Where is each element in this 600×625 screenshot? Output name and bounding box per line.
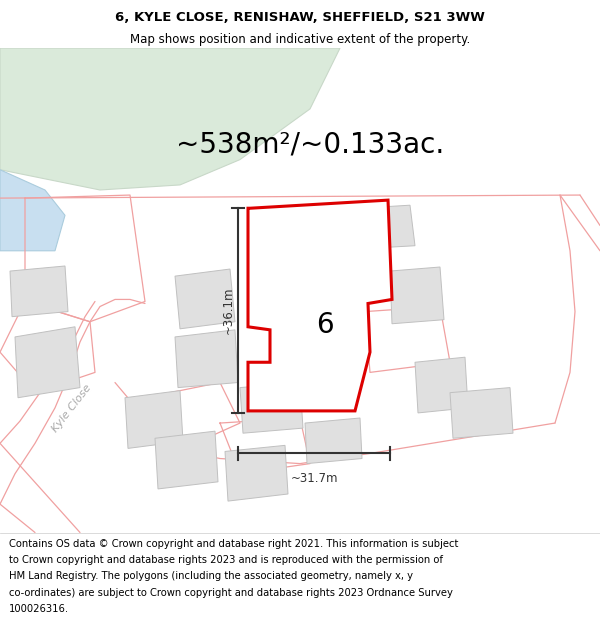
Text: 6: 6 [316,311,334,339]
Text: Map shows position and indicative extent of the property.: Map shows position and indicative extent… [130,32,470,46]
Polygon shape [0,48,340,190]
Polygon shape [175,269,235,329]
Text: Contains OS data © Crown copyright and database right 2021. This information is : Contains OS data © Crown copyright and d… [9,539,458,549]
Polygon shape [240,382,303,433]
Polygon shape [10,266,68,317]
Polygon shape [175,330,238,388]
Polygon shape [360,205,415,249]
Text: ~36.1m: ~36.1m [221,287,235,334]
Text: 100026316.: 100026316. [9,604,69,614]
Text: ~31.7m: ~31.7m [290,472,338,485]
Polygon shape [15,327,80,398]
Polygon shape [415,357,468,413]
Polygon shape [450,388,513,438]
Text: HM Land Registry. The polygons (including the associated geometry, namely x, y: HM Land Registry. The polygons (includin… [9,571,413,581]
Polygon shape [155,431,218,489]
Polygon shape [255,205,315,254]
Polygon shape [225,446,288,501]
Text: Kyle Close: Kyle Close [50,382,94,434]
Polygon shape [125,391,183,448]
Polygon shape [248,200,392,411]
Text: co-ordinates) are subject to Crown copyright and database rights 2023 Ordnance S: co-ordinates) are subject to Crown copyr… [9,588,453,598]
Text: to Crown copyright and database rights 2023 and is reproduced with the permissio: to Crown copyright and database rights 2… [9,555,443,565]
Polygon shape [305,418,362,464]
Polygon shape [0,170,65,251]
Polygon shape [390,267,444,324]
Text: 6, KYLE CLOSE, RENISHAW, SHEFFIELD, S21 3WW: 6, KYLE CLOSE, RENISHAW, SHEFFIELD, S21 … [115,11,485,24]
Text: ~538m²/~0.133ac.: ~538m²/~0.133ac. [176,131,444,158]
